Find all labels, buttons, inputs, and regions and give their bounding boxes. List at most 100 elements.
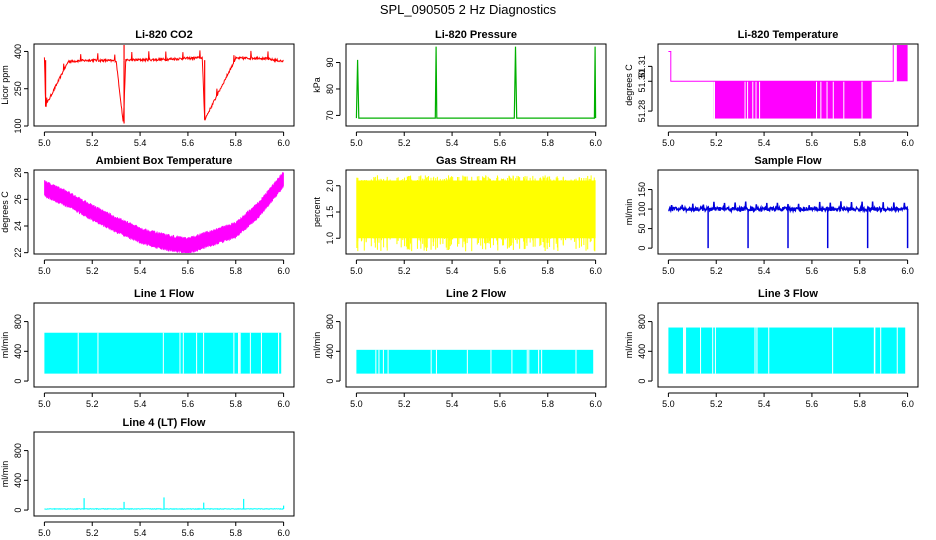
x-tick-label: 6.0 [277, 138, 290, 148]
data-layer [44, 171, 284, 253]
x-tick-label: 5.8 [542, 399, 555, 409]
x-tick-label: 5.4 [446, 399, 459, 409]
panel-title: Line 2 Flow [446, 288, 506, 300]
plot-frame [345, 169, 607, 255]
panel-3: Ambient Box Temperature 5.0 5.2 5.4 5.6 5.8 6.… [0, 155, 295, 276]
x-tick-label: 5.8 [230, 266, 243, 276]
x-axis: 5.0 5.2 5.4 5.6 5.8 6.0 [38, 259, 290, 276]
plot-frame [345, 43, 607, 127]
y-axis-label: ml/min [0, 461, 10, 488]
x-tick-label: 5.0 [350, 399, 363, 409]
y-axis-label: ml/min [0, 332, 10, 359]
x-tick-label: 5.0 [38, 266, 51, 276]
x-tick-label: 5.4 [134, 266, 147, 276]
data-layer [44, 332, 282, 374]
x-tick-label: 5.0 [38, 138, 51, 148]
x-tick-label: 5.6 [806, 266, 819, 276]
x-tick-label: 5.8 [542, 138, 555, 148]
x-axis: 5.0 5.2 5.4 5.6 5.8 6.0 [38, 392, 290, 409]
x-tick-label: 5.2 [398, 399, 411, 409]
plot-frame [345, 302, 607, 388]
x-tick-label: 5.0 [350, 266, 363, 276]
y-tick-label: 1.5 [325, 206, 335, 219]
x-tick-label: 6.0 [901, 399, 914, 409]
y-tick-label: 400 [13, 44, 23, 59]
panel-title: Li-820 Temperature [738, 29, 839, 41]
x-tick-label: 5.8 [854, 266, 867, 276]
data-layer [44, 497, 285, 510]
panel-title: Li-820 CO2 [135, 29, 192, 41]
x-axis: 5.0 5.2 5.4 5.6 5.8 6.0 [38, 521, 290, 538]
x-tick-label: 5.0 [38, 528, 51, 538]
y-tick-label: 26 [13, 194, 23, 204]
data-layer [43, 45, 284, 124]
x-tick-label: 5.0 [662, 399, 675, 409]
x-tick-label: 5.6 [806, 138, 819, 148]
data-layer [355, 46, 597, 119]
x-tick-label: 5.4 [134, 528, 147, 538]
data-layer [668, 201, 909, 249]
series-band [44, 332, 282, 374]
x-axis: 5.0 5.2 5.4 5.6 5.8 6.0 [350, 259, 602, 276]
x-tick-label: 5.6 [182, 138, 195, 148]
series-band [356, 349, 594, 374]
series-band [668, 327, 906, 374]
y-tick-label: 90 [325, 58, 335, 68]
panel-4: Gas Stream RH 5.0 5.2 5.4 5.6 5.8 6.0 1.0 1.5 2.0… [312, 155, 607, 276]
x-tick-label: 5.2 [398, 138, 411, 148]
x-tick-label: 5.2 [710, 399, 723, 409]
y-tick-label: 800 [13, 314, 23, 329]
plot-frame [33, 43, 295, 127]
x-tick-label: 5.4 [134, 138, 147, 148]
x-axis: 5.0 5.2 5.4 5.6 5.8 6.0 [350, 131, 602, 148]
y-tick-label: 0 [13, 508, 23, 513]
x-tick-label: 5.8 [854, 399, 867, 409]
y-tick-label: 2.0 [325, 179, 335, 192]
y-tick-label: 51.28 [637, 100, 647, 123]
x-tick-label: 5.0 [662, 138, 675, 148]
x-axis: 5.0 5.2 5.4 5.6 5.8 6.0 [662, 392, 914, 409]
y-axis-label: degrees C [624, 64, 634, 106]
x-tick-label: 6.0 [277, 399, 290, 409]
figure-title: SPL_090505 2 Hz Diagnostics [380, 2, 557, 17]
panel-title: Line 4 (LT) Flow [123, 417, 206, 429]
y-tick-label: 800 [325, 314, 335, 329]
x-tick-label: 5.4 [446, 266, 459, 276]
x-tick-label: 6.0 [277, 528, 290, 538]
series-band [44, 171, 284, 253]
x-tick-label: 5.8 [230, 399, 243, 409]
y-tick-label: 70 [325, 110, 335, 120]
x-tick-label: 5.6 [182, 399, 195, 409]
plot-frame [657, 43, 919, 127]
panel-6: Line 1 Flow 5.0 5.2 5.4 5.6 5.8 6.0 0 400 800ml/m… [0, 288, 295, 409]
series-line [668, 45, 894, 82]
x-tick-label: 5.6 [494, 138, 507, 148]
y-tick-label: 400 [637, 344, 647, 359]
panel-title: Ambient Box Temperature [96, 155, 233, 167]
y-tick-label: 400 [13, 473, 23, 488]
x-axis: 5.0 5.2 5.4 5.6 5.8 6.0 [38, 131, 290, 148]
x-tick-label: 5.8 [230, 138, 243, 148]
series-band [896, 45, 908, 82]
y-axis-label: ml/min [312, 332, 322, 359]
y-axis-label: percent [312, 196, 322, 227]
plot-frame [33, 169, 295, 255]
x-tick-label: 5.6 [494, 266, 507, 276]
x-tick-label: 5.2 [86, 528, 99, 538]
y-tick-label: 800 [13, 443, 23, 458]
x-tick-label: 5.6 [182, 266, 195, 276]
x-tick-label: 5.2 [398, 266, 411, 276]
panel-5: Sample Flow 5.0 5.2 5.4 5.6 5.8 6.0 0 50 100 150ml… [624, 155, 919, 276]
series-band [356, 180, 596, 239]
data-layer [668, 45, 908, 119]
y-tick-label: 1.0 [325, 232, 335, 245]
